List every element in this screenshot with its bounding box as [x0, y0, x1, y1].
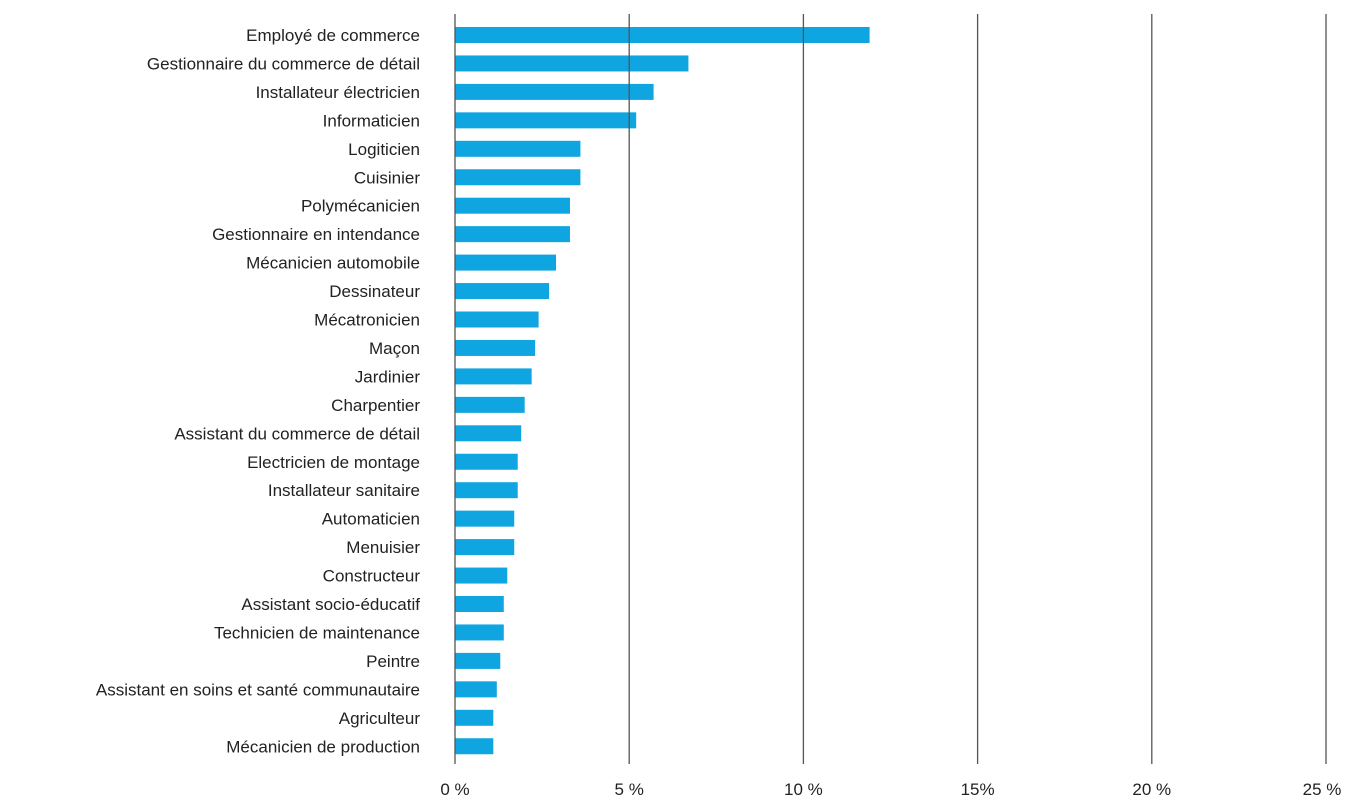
bar-6 — [455, 169, 581, 186]
bar-1 — [455, 27, 870, 43]
category-label: Informaticien — [323, 111, 420, 130]
bar-15 — [455, 425, 522, 442]
bar-12 — [455, 339, 536, 356]
bar-20 — [455, 567, 508, 584]
bar-21 — [455, 596, 504, 612]
bar-25 — [455, 709, 494, 726]
category-label: Electricien de montage — [247, 453, 420, 472]
bar-8 — [455, 226, 570, 243]
bar-13 — [455, 368, 532, 385]
category-label: Charpentier — [331, 396, 420, 415]
category-label: Peintre — [366, 652, 420, 671]
category-label: Technicien de maintenance — [214, 623, 420, 642]
category-label: Cuisinier — [354, 168, 420, 187]
category-label: Employé de commerce — [246, 26, 420, 45]
x-tick-label: 0 % — [440, 780, 469, 799]
bar-18 — [455, 510, 515, 527]
category-label: Mécanicien de production — [226, 737, 420, 756]
gridlines — [454, 14, 1327, 764]
bar-24 — [455, 681, 497, 698]
category-label: Assistant en soins et santé communautair… — [96, 680, 420, 699]
category-label: Mécatronicien — [314, 311, 420, 330]
category-label: Installateur électricien — [256, 83, 420, 102]
x-tick-label: 5 % — [615, 780, 644, 799]
category-label: Agriculteur — [339, 709, 421, 728]
bar-5 — [455, 140, 581, 157]
bar-11 — [455, 311, 539, 328]
x-axis-tick-labels: 0 % 5 % 10 % 15% 20 % 25 % — [440, 780, 1341, 799]
bar-2 — [455, 55, 689, 72]
bar-16 — [455, 453, 518, 470]
bars — [455, 27, 870, 755]
category-label: Gestionnaire du commerce de détail — [147, 54, 420, 73]
category-label: Mécanicien automobile — [246, 254, 420, 273]
x-tick-label: 25 % — [1303, 780, 1342, 799]
category-labels: Employé de commerce Gestionnaire du comme… — [96, 26, 420, 756]
bar-9 — [455, 254, 557, 271]
category-label: Constructeur — [323, 567, 421, 586]
bar-7 — [455, 197, 570, 214]
category-label: Dessinateur — [329, 282, 420, 301]
category-label: Maçon — [369, 339, 420, 358]
x-tick-label: 10 % — [784, 780, 823, 799]
category-label: Jardinier — [355, 367, 421, 386]
bar-19 — [455, 539, 515, 556]
category-label: Assistant socio-éducatif — [241, 595, 420, 614]
x-tick-label: 15% — [961, 780, 995, 799]
bar-26 — [455, 738, 494, 755]
category-label: Automaticien — [322, 510, 420, 529]
bar-17 — [455, 482, 518, 499]
x-tick-label: 20 % — [1132, 780, 1171, 799]
bar-4 — [455, 112, 637, 129]
category-label: Gestionnaire en intendance — [212, 225, 420, 244]
bar-3 — [455, 83, 654, 100]
category-label: Logiticien — [348, 140, 420, 159]
category-label: Assistant du commerce de détail — [174, 424, 420, 443]
bar-22 — [455, 624, 504, 641]
category-label: Polymécanicien — [301, 197, 420, 216]
category-label: Installateur sanitaire — [268, 481, 420, 500]
bar-14 — [455, 396, 525, 413]
category-label: Menuisier — [346, 538, 420, 557]
bar-23 — [455, 652, 501, 669]
bar-10 — [455, 283, 550, 300]
